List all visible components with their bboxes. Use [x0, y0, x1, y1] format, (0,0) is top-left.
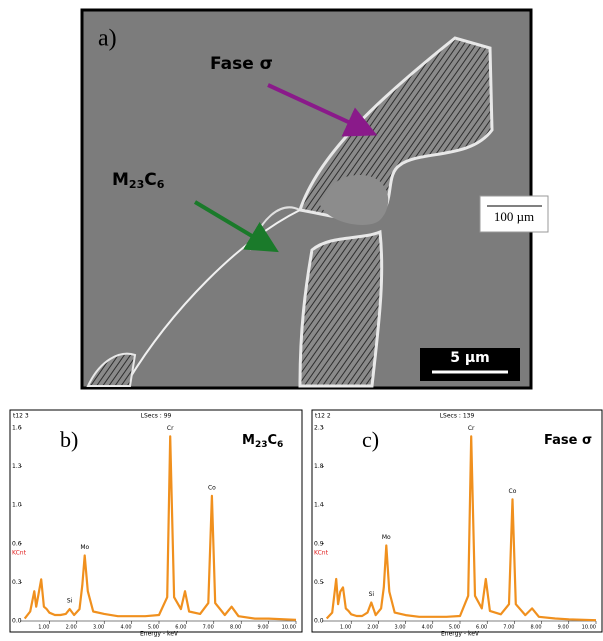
- label-part: 23: [255, 440, 268, 450]
- panel-label: a): [98, 26, 117, 52]
- x-tick-label: 8.00: [530, 625, 541, 631]
- y-tick-label: 0.6: [12, 540, 22, 547]
- peak-label: Cr: [468, 425, 475, 432]
- panel-frame: [311, 409, 603, 633]
- y-tick-label: 0.0: [314, 618, 324, 625]
- y-tick-label: 0.3: [12, 579, 22, 586]
- y-tick-label: 1.4: [314, 502, 324, 509]
- spectrum: [23, 435, 297, 621]
- y-axis-label: KCnt: [12, 550, 27, 557]
- header-left: t12 2: [315, 413, 331, 420]
- scale-marker-label: 100 µm: [494, 209, 534, 224]
- x-tick-label: 5.00: [148, 625, 159, 631]
- x-tick-label: 10.00: [282, 625, 296, 631]
- y-tick-label: 2.3: [314, 425, 324, 432]
- x-tick-label: 8.00: [230, 625, 241, 631]
- label-part: C: [267, 433, 277, 448]
- peak-label: Co: [208, 484, 216, 491]
- y-tick-label: 0.9: [314, 540, 324, 547]
- x-axis-label: Energy - keV: [441, 631, 480, 638]
- peak-label: Mo: [382, 534, 391, 541]
- panel-label: c): [362, 427, 379, 452]
- y-tick-label: 1.6: [12, 425, 22, 432]
- x-tick-label: 6.00: [175, 625, 186, 631]
- x-tick-label: 2.00: [367, 625, 378, 631]
- label-part: 6: [277, 440, 283, 450]
- peak-label: Si: [67, 598, 73, 605]
- header-left: t12 3: [13, 413, 29, 420]
- x-tick-label: 2.00: [66, 625, 77, 631]
- x-tick-label: 10.00: [582, 625, 596, 631]
- phase-label: M23C6: [242, 433, 283, 450]
- y-axis-label: KCnt: [314, 550, 329, 557]
- x-tick-label: 7.00: [503, 625, 514, 631]
- label-part: 23: [129, 178, 144, 191]
- label-part: M: [242, 433, 255, 448]
- y-tick-label: 0.5: [314, 579, 324, 586]
- phase-label: Fase σ: [210, 54, 273, 74]
- peak-label: Mo: [80, 544, 89, 551]
- x-tick-label: 7.00: [203, 625, 214, 631]
- label-part: C: [144, 170, 156, 190]
- sem-image: 5 µm a) Fase σ M23C6: [80, 8, 533, 390]
- panel-label: b): [60, 427, 78, 452]
- x-tick-label: 1.00: [38, 625, 49, 631]
- x-tick-label: 4.00: [422, 625, 433, 631]
- spectrum-panel: t12 2 LSecs : 139 c) Fase σ KCnt Energy - keV…: [311, 409, 603, 638]
- spectrum: [325, 435, 597, 622]
- panel-frame: [9, 409, 303, 633]
- y-tick-label: 0.0: [12, 618, 22, 625]
- scale-marker: 100 µm: [479, 195, 549, 233]
- carbide-label: M23C6: [112, 170, 165, 191]
- x-tick-label: 3.00: [93, 625, 104, 631]
- peak-label: Cr: [167, 425, 174, 432]
- peak-label: Co: [509, 488, 517, 495]
- x-axis-label: Energy - keV: [140, 631, 179, 638]
- x-tick-label: 9.00: [558, 625, 569, 631]
- y-tick-label: 1.8: [314, 463, 324, 470]
- y-tick-label: 1.3: [12, 463, 22, 470]
- label-part: M: [112, 170, 129, 190]
- x-tick-label: 6.00: [476, 625, 487, 631]
- x-tick-label: 1.00: [340, 625, 351, 631]
- x-tick-label: 5.00: [449, 625, 460, 631]
- header-center: LSecs : 99: [141, 413, 172, 420]
- x-tick-label: 4.00: [120, 625, 131, 631]
- scale-bar-label: 5 µm: [450, 350, 490, 366]
- spectrum-panel: t12 3 LSecs : 99 b) M23C6 KCnt Energy - keV 0.…: [9, 409, 303, 638]
- x-tick-label: 9.00: [257, 625, 268, 631]
- peak-label: Si: [369, 591, 375, 598]
- y-tick-label: 1.0: [12, 502, 22, 509]
- header-center: LSecs : 139: [440, 413, 475, 420]
- label-part: Fase σ: [544, 433, 592, 448]
- x-tick-label: 3.00: [394, 625, 405, 631]
- phase-label: Fase σ: [544, 433, 592, 448]
- label-part: 6: [157, 178, 165, 191]
